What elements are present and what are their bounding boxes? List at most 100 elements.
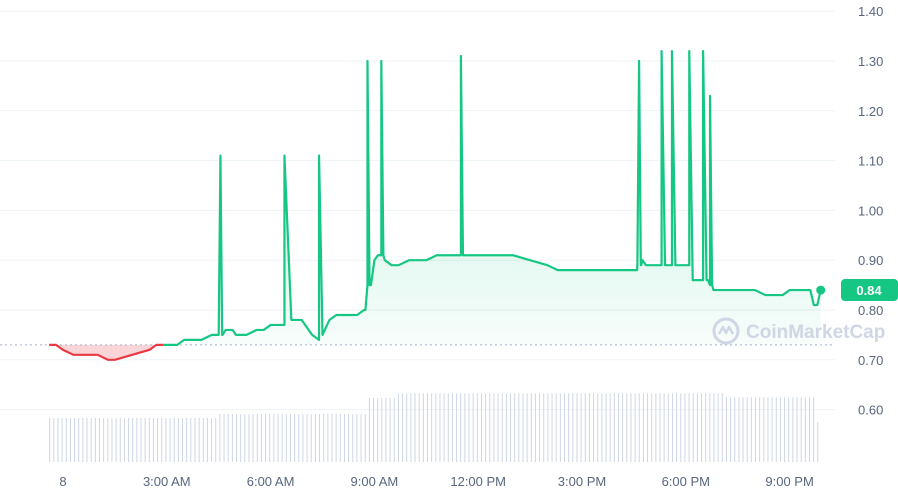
- volume-bar: [152, 418, 154, 462]
- volume-bar: [580, 393, 582, 462]
- volume-bar: [294, 414, 296, 462]
- volume-bar: [800, 397, 802, 462]
- y-tick-label: 1.40: [858, 4, 883, 19]
- current-price-dot: [816, 285, 826, 295]
- volume-bar: [389, 398, 391, 462]
- volume-bar: [323, 414, 325, 462]
- price-line: [49, 49, 826, 361]
- volume-bar: [277, 414, 279, 462]
- volume-bar: [53, 418, 55, 462]
- volume-bar: [339, 414, 341, 462]
- coinmarketcap-watermark: CoinMarketCap: [712, 317, 885, 345]
- volume-bar: [476, 393, 478, 462]
- volume-bar: [510, 393, 512, 462]
- price-area: [49, 51, 821, 360]
- volume-bar: [169, 418, 171, 462]
- volume-bar: [144, 418, 146, 462]
- volume-bar: [240, 414, 242, 462]
- y-tick-label: 1.10: [858, 154, 883, 169]
- volume-bar: [397, 393, 399, 462]
- volume-bar: [485, 393, 487, 462]
- volume-bar: [306, 414, 308, 462]
- volume-bar: [576, 393, 578, 462]
- volume-bar: [555, 393, 557, 462]
- volume-bar: [501, 393, 503, 462]
- volume-bar: [90, 418, 92, 462]
- volume-bar: [626, 393, 628, 462]
- current-price-badge-bg: [841, 279, 898, 301]
- volume-bar: [742, 397, 744, 462]
- volume-bar: [182, 418, 184, 462]
- volume-bar: [684, 393, 686, 462]
- volume-bar: [480, 393, 482, 462]
- volume-bar: [767, 397, 769, 462]
- y-tick-label: 0.70: [858, 353, 883, 368]
- y-tick-label: 0.80: [858, 303, 883, 318]
- coinmarketcap-logo-mark: [717, 325, 735, 335]
- volume-bar: [601, 393, 603, 462]
- volume-bar: [273, 414, 275, 462]
- x-tick-label: 6:00 AM: [247, 474, 295, 489]
- volume-bar: [211, 418, 213, 462]
- volume-bar: [464, 393, 466, 462]
- volume-bar: [327, 414, 329, 462]
- volume-bar: [227, 414, 229, 462]
- volume-bar: [364, 414, 366, 462]
- volume-bar: [439, 393, 441, 462]
- volume-bar: [435, 393, 437, 462]
- volume-bar: [630, 393, 632, 462]
- volume-bar: [456, 393, 458, 462]
- volume-bar: [269, 414, 271, 462]
- volume-bar: [202, 418, 204, 462]
- volume-bar: [447, 393, 449, 462]
- volume-bar: [518, 393, 520, 462]
- volume-bar: [634, 393, 636, 462]
- volume-bar: [572, 393, 574, 462]
- volume-bar: [215, 418, 217, 462]
- volume-bar: [190, 418, 192, 462]
- volume-bar: [368, 398, 370, 462]
- volume-bar: [74, 418, 76, 462]
- volume-bar: [659, 393, 661, 462]
- volume-bar: [136, 418, 138, 462]
- y-tick-label: 0.60: [858, 403, 883, 418]
- volume-bar: [526, 393, 528, 462]
- volume-bar: [65, 418, 67, 462]
- volume-bar: [451, 393, 453, 462]
- volume-bar: [115, 418, 117, 462]
- volume-bar: [431, 393, 433, 462]
- volume-bar: [460, 393, 462, 462]
- volume-bar: [57, 418, 59, 462]
- volume-bar: [335, 414, 337, 462]
- y-tick-label: 1.20: [858, 104, 883, 119]
- volume-bar: [559, 393, 561, 462]
- volume-bar: [285, 414, 287, 462]
- volume-bar: [111, 418, 113, 462]
- volume-bar: [763, 397, 765, 462]
- volume-bar: [642, 393, 644, 462]
- volume-bar: [609, 393, 611, 462]
- volume-bar: [564, 393, 566, 462]
- volume-bar: [356, 414, 358, 462]
- volume-bar: [734, 397, 736, 462]
- volume-bar: [593, 393, 595, 462]
- volume-bar: [597, 393, 599, 462]
- x-tick-label: 3:00 PM: [558, 474, 606, 489]
- volume-bar: [314, 414, 316, 462]
- volume-bar: [348, 414, 350, 462]
- volume-bar: [568, 393, 570, 462]
- x-tick-label: 8: [59, 474, 66, 489]
- price-line-up: [163, 49, 822, 346]
- volume-bar: [377, 398, 379, 462]
- volume-bar: [148, 418, 150, 462]
- volume-bar: [638, 393, 640, 462]
- volume-bar: [676, 393, 678, 462]
- volume-bar: [265, 414, 267, 462]
- volume-bar: [505, 393, 507, 462]
- volume-bar: [223, 414, 225, 462]
- volume-bar: [534, 393, 536, 462]
- volume-bar: [381, 398, 383, 462]
- volume-bar: [663, 393, 665, 462]
- volume-bar: [651, 393, 653, 462]
- volume-bar: [302, 414, 304, 462]
